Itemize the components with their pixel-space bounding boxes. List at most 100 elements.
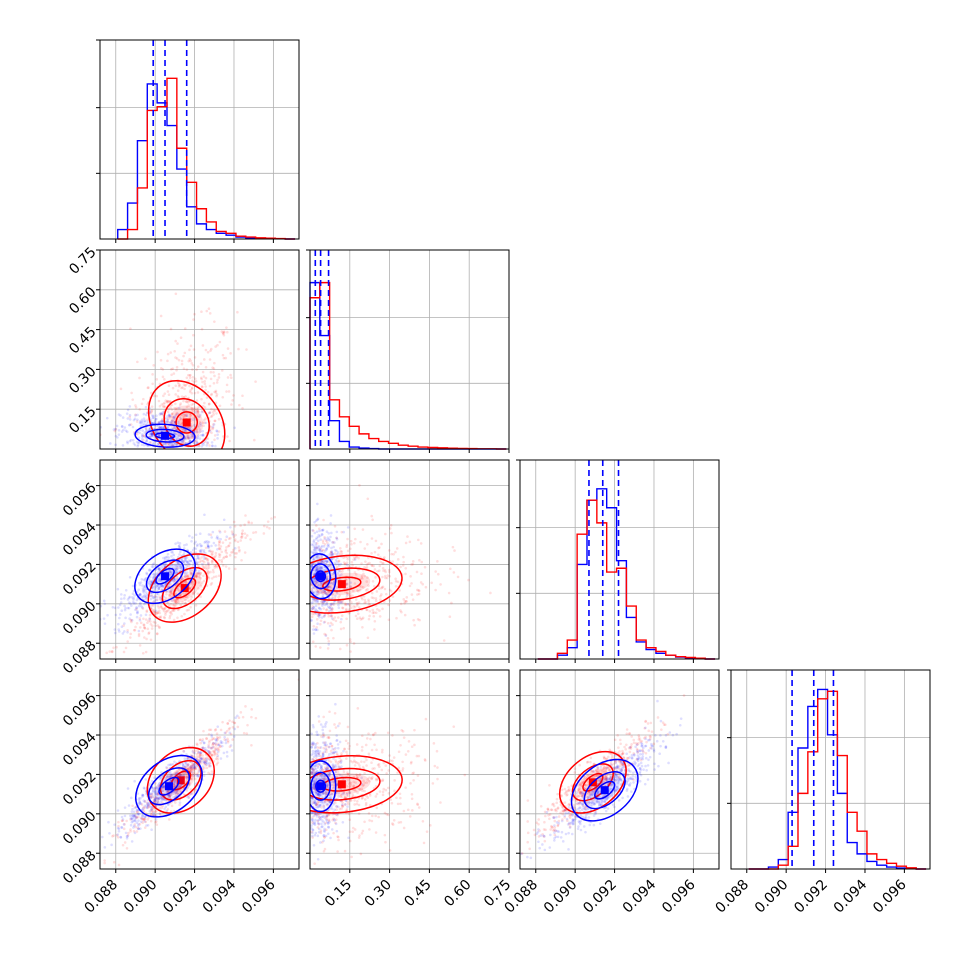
scatter-point — [128, 405, 132, 408]
scatter-point — [161, 798, 164, 802]
scatter-point — [188, 390, 192, 394]
scatter-point — [121, 819, 124, 823]
scatter-point — [315, 592, 319, 595]
scatter-point — [207, 757, 210, 760]
scatter-point — [183, 384, 187, 387]
scatter-point — [143, 584, 147, 588]
scatter-point — [185, 435, 189, 438]
scatter-point — [227, 544, 231, 547]
scatter-point — [151, 563, 155, 566]
scatter-point — [176, 598, 180, 602]
scatter-point — [320, 600, 323, 604]
scatter-point — [148, 810, 152, 813]
scatter-point — [188, 439, 192, 443]
y-tick-label: 0.090 — [60, 598, 100, 638]
scatter-point — [362, 779, 365, 783]
scatter-point — [203, 757, 207, 761]
scatter-point — [178, 784, 181, 788]
scatter-point — [170, 442, 173, 445]
scatter-point — [119, 387, 123, 391]
scatter-point — [181, 439, 185, 443]
scatter-point — [120, 609, 124, 613]
scatter-point — [158, 812, 162, 815]
scatter-point — [158, 611, 161, 615]
scatter-point — [310, 771, 313, 775]
scatter-point — [216, 343, 219, 347]
scatter-point — [310, 618, 313, 622]
scatter-point — [149, 809, 153, 812]
scatter-point — [424, 585, 428, 589]
scatter-point — [345, 643, 349, 647]
scatter-point — [315, 628, 319, 632]
scatter-point — [411, 598, 415, 601]
scatter-point — [201, 562, 204, 566]
scatter-point — [319, 584, 322, 588]
scatter-point — [381, 566, 385, 570]
scatter-point — [158, 420, 161, 424]
scatter-point — [320, 735, 323, 738]
scatter-point — [199, 741, 203, 745]
scatter-point — [399, 802, 402, 806]
scatter-point — [219, 545, 223, 548]
scatter-point — [229, 376, 233, 380]
scatter-point — [391, 822, 394, 825]
scatter-point — [194, 574, 198, 578]
scatter-point — [149, 411, 153, 415]
scatter-point — [151, 576, 155, 579]
scatter-point — [249, 538, 252, 541]
panel-frame — [309, 459, 510, 660]
scatter-point — [193, 751, 196, 755]
scatter-point — [215, 393, 219, 396]
scatter-point — [384, 840, 387, 844]
scatter-point — [184, 563, 187, 566]
scatter-point — [181, 762, 185, 766]
scatter-point — [198, 751, 202, 754]
scatter-point — [209, 347, 213, 351]
scatter-point — [188, 426, 192, 430]
scatter-point — [370, 551, 373, 555]
scatter-point — [116, 826, 120, 830]
scatter-point — [189, 373, 192, 377]
scatter-point — [209, 583, 213, 586]
scatter-point — [317, 544, 321, 548]
scatter-point — [138, 592, 142, 596]
scatter-point — [231, 720, 234, 724]
scatter-point — [177, 544, 181, 548]
density-peak-blue — [161, 431, 170, 440]
scatter-point — [171, 444, 175, 447]
scatter-point — [199, 576, 202, 580]
scatter-point — [167, 421, 170, 424]
scatter-point — [175, 411, 179, 415]
scatter-point — [214, 345, 217, 348]
scatter-point — [168, 569, 172, 573]
scatter-point — [161, 563, 165, 567]
scatter-point — [146, 804, 150, 808]
scatter-point — [243, 551, 247, 554]
scatter-point — [140, 437, 144, 441]
scatter-point — [145, 609, 149, 612]
scatter-point — [356, 707, 360, 710]
scatter-point — [374, 777, 378, 781]
scatter-point — [391, 823, 395, 826]
scatter-point — [391, 560, 395, 563]
scatter-point — [141, 435, 144, 438]
scatter-point — [162, 595, 166, 599]
scatter-point — [192, 423, 196, 427]
scatter-point — [162, 609, 166, 613]
marginal-panel-p1 — [306, 249, 510, 453]
scatter-point — [325, 608, 329, 611]
scatter-point — [383, 833, 387, 837]
scatter-point — [189, 413, 192, 417]
scatter-point — [214, 563, 218, 567]
scatter-point — [156, 584, 159, 587]
scatter-point — [337, 600, 340, 603]
scatter-point — [312, 585, 315, 589]
scatter-point — [162, 405, 165, 408]
scatter-point — [202, 746, 205, 750]
scatter-point — [204, 762, 207, 766]
scatter-point — [401, 730, 405, 733]
scatter-point — [316, 819, 319, 823]
scatter-point — [148, 579, 151, 583]
scatter-point — [198, 754, 202, 758]
scatter-point — [174, 778, 177, 782]
